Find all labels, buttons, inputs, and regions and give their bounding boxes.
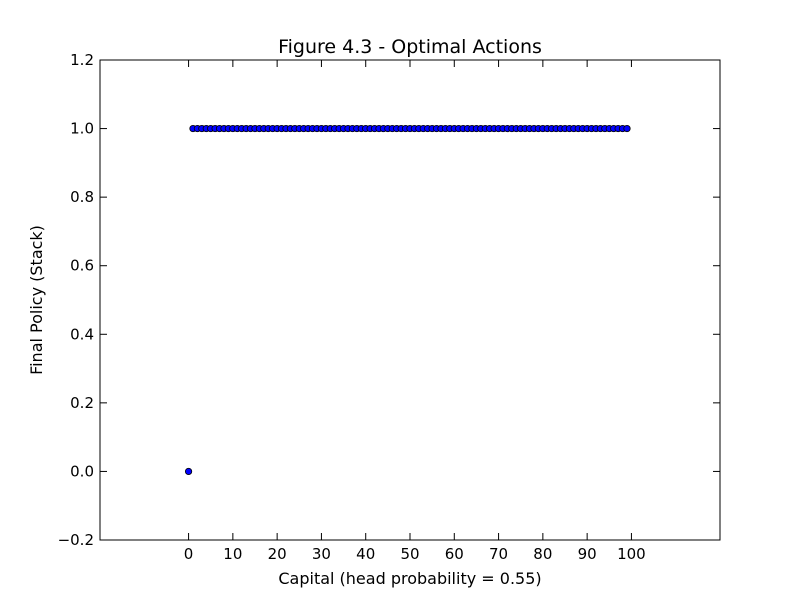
x-tick-label: 50 <box>400 545 419 563</box>
y-tick-label: 0.4 <box>70 325 94 343</box>
chart-title: Figure 4.3 - Optimal Actions <box>278 36 542 58</box>
x-tick-label: 10 <box>223 545 242 563</box>
x-axis-ticks: 0 10 20 30 40 50 60 70 80 90 100 <box>184 60 646 563</box>
y-tick-label: 0.2 <box>70 394 94 412</box>
y-tick-label: −0.2 <box>58 531 94 549</box>
data-point <box>623 124 631 133</box>
data-point <box>184 467 193 476</box>
y-tick-label: 0.6 <box>70 257 94 275</box>
y-axis-label: Final Policy (Stack) <box>27 225 46 375</box>
x-tick-label: 60 <box>445 545 464 563</box>
y-tick-label: 1.0 <box>70 120 94 138</box>
y-axis-ticks: −0.2 0.0 0.2 0.4 0.6 0.8 1.0 1.2 <box>58 51 720 549</box>
x-axis-label: Capital (head probability = 0.55) <box>278 569 541 588</box>
x-tick-label: 0 <box>184 545 194 563</box>
x-tick-label: 40 <box>356 545 375 563</box>
y-tick-label: 1.2 <box>70 51 94 69</box>
x-tick-label: 80 <box>533 545 552 563</box>
x-tick-label: 70 <box>489 545 508 563</box>
data-points <box>184 124 631 476</box>
x-tick-label: 20 <box>268 545 287 563</box>
y-tick-label: 0.8 <box>70 188 94 206</box>
x-tick-label: 30 <box>312 545 331 563</box>
y-tick-label: 0.0 <box>70 462 94 480</box>
plot-frame <box>99 59 721 541</box>
x-tick-label: 90 <box>578 545 597 563</box>
plot-area <box>100 60 720 540</box>
x-tick-label: 100 <box>617 545 646 563</box>
